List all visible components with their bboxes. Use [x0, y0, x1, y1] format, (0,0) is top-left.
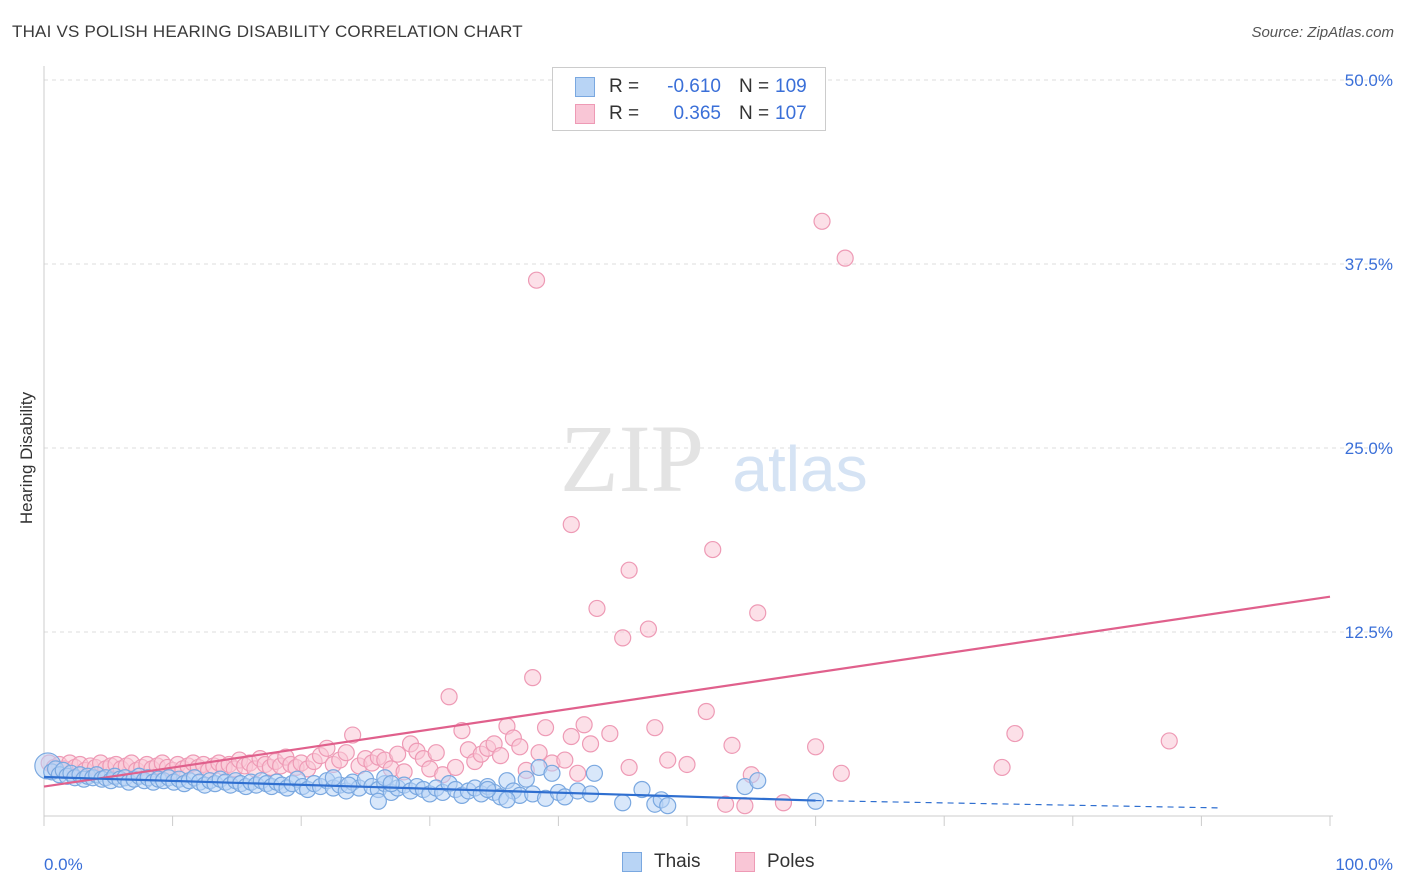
correlation-legend: R = -0.610 N = 109 R = 0.365 N = 107	[552, 67, 826, 131]
thais-point	[517, 770, 535, 788]
poles-point	[1006, 724, 1024, 743]
poles-point	[527, 271, 546, 289]
poles-point	[344, 726, 362, 744]
poles-point	[620, 758, 638, 777]
thais-swatch	[575, 77, 595, 97]
poles-point	[678, 755, 696, 774]
n-value: 107	[775, 103, 807, 124]
poles-point	[646, 719, 664, 737]
n-label: N =	[739, 103, 770, 124]
thais-point	[633, 780, 651, 799]
y-tick-label: 37.5%	[1345, 255, 1393, 274]
poles-point	[723, 736, 741, 754]
poles-point	[736, 797, 754, 815]
legend-row-poles: R = 0.365 N = 107	[575, 101, 807, 127]
trend-lines	[43, 595, 1331, 809]
x-tick-labels: 0.0% 100.0%	[44, 855, 1393, 874]
poles-point	[562, 727, 580, 746]
poles-point	[491, 747, 510, 765]
poles-swatch	[575, 104, 595, 124]
poles-legend-swatch	[735, 852, 755, 872]
poles-point	[440, 688, 458, 706]
poles-point	[511, 738, 529, 756]
thais-point	[369, 792, 387, 810]
poles-point	[569, 764, 587, 782]
poles-point	[749, 604, 767, 622]
poles-point	[427, 744, 445, 762]
poles-point	[813, 212, 831, 230]
thais-point	[382, 775, 400, 793]
thais-trend-extension	[815, 799, 1221, 809]
poles-point	[659, 751, 677, 769]
watermark-zip: ZIP	[560, 405, 704, 512]
poles-point	[453, 722, 471, 740]
thais-legend-swatch	[622, 852, 642, 872]
n-value: 109	[775, 76, 807, 97]
poles-point	[318, 739, 336, 757]
poles-point	[716, 795, 735, 813]
y-tick-label: 25.0%	[1345, 439, 1393, 458]
thais-point	[614, 794, 632, 812]
poles-point	[601, 724, 619, 743]
thais-trend-line	[43, 775, 816, 802]
thais-point	[498, 791, 516, 809]
legend-item-thais[interactable]: Thais	[622, 851, 700, 873]
thais-point	[543, 764, 561, 782]
poles-point	[562, 515, 580, 534]
poles-point	[389, 745, 407, 763]
poles-point	[536, 719, 555, 737]
poles-point	[524, 669, 542, 687]
n-label: N =	[739, 76, 770, 97]
r-label: R =	[609, 103, 640, 124]
thais-point	[749, 772, 767, 790]
poles-point	[836, 249, 854, 267]
axes	[43, 66, 1333, 817]
poles-point	[620, 561, 638, 579]
thais-point	[324, 769, 342, 787]
poles-legend-label: Poles	[767, 851, 815, 872]
poles-point	[575, 716, 593, 734]
poles-point	[639, 620, 658, 638]
poles-point	[774, 794, 793, 812]
watermark: ZIP atlas	[560, 405, 868, 512]
poles-point	[556, 751, 574, 769]
r-value: -0.610	[667, 76, 721, 97]
poles-points	[40, 212, 1178, 815]
poles-point	[614, 629, 632, 647]
y-tick-labels: 12.5% 25.0% 37.5% 50.0%	[1345, 71, 1393, 642]
poles-point	[704, 540, 722, 559]
thais-legend-label: Thais	[654, 851, 701, 872]
poles-point	[446, 758, 465, 777]
thais-point	[659, 797, 677, 815]
poles-trend-line	[43, 595, 1331, 788]
x-tick-label: 0.0%	[44, 855, 83, 874]
chart-title: THAI VS POLISH HEARING DISABILITY CORREL…	[12, 22, 523, 41]
source-label: Source: ZipAtlas.com	[1251, 24, 1394, 41]
x-tick-label: 100.0%	[1335, 855, 1393, 874]
poles-point	[530, 744, 548, 762]
r-label: R =	[609, 76, 640, 97]
series-legend: Thais Poles	[0, 851, 1406, 877]
watermark-atlas: atlas	[732, 433, 867, 505]
thais-point	[585, 764, 604, 782]
poles-point	[588, 599, 606, 618]
poles-point	[581, 735, 600, 753]
poles-point	[806, 738, 825, 756]
legend-item-poles[interactable]: Poles	[735, 851, 815, 873]
y-tick-label: 12.5%	[1345, 623, 1393, 642]
poles-point	[993, 758, 1011, 777]
legend-row-thais: R = -0.610 N = 109	[575, 74, 807, 100]
poles-point	[1160, 732, 1178, 750]
r-value: 0.365	[673, 103, 721, 124]
poles-point	[337, 744, 355, 762]
poles-point	[832, 764, 850, 782]
y-tick-label: 50.0%	[1345, 71, 1393, 90]
x-ticks	[43, 816, 1331, 826]
poles-point	[697, 702, 715, 721]
